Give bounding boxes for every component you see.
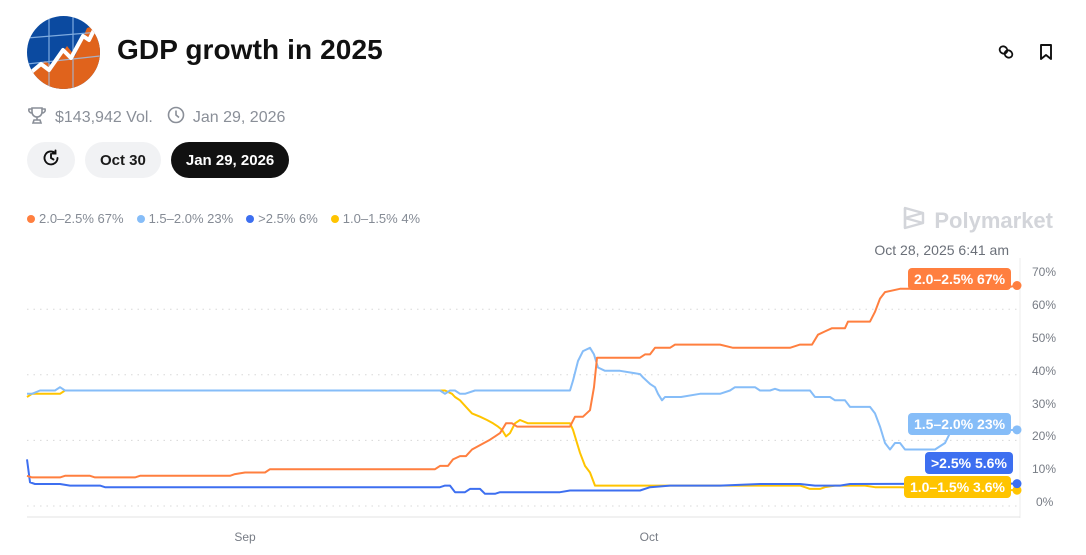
link-icon[interactable]	[996, 42, 1016, 62]
legend-item-1.5-2.0: 1.5–2.0% 23%	[136, 211, 233, 226]
history-clock-icon	[42, 149, 60, 171]
polymarket-brand: Polymarket	[902, 205, 1053, 237]
trophy-icon	[27, 106, 47, 129]
hover-timestamp: Oct 28, 2025 6:41 am	[874, 242, 1009, 258]
bookmark-icon[interactable]	[1036, 42, 1056, 62]
market-meta: $143,942 Vol. Jan 29, 2026	[27, 106, 299, 129]
series-end-dot	[1012, 485, 1022, 495]
series-line-2.0-2.5-	[26, 284, 1018, 479]
history-button[interactable]	[27, 142, 75, 178]
market-logo	[27, 16, 100, 89]
legend-item-2.0-2.5: 2.0–2.5% 67%	[27, 211, 124, 226]
page-title: GDP growth in 2025	[117, 34, 383, 65]
series-end-dot	[1012, 425, 1022, 435]
series-end-dot	[1012, 281, 1022, 291]
clock-icon	[167, 106, 185, 129]
end-date-text: Jan 29, 2026	[192, 108, 286, 126]
series-end-dot	[1012, 479, 1022, 489]
series-line--2.5-	[26, 459, 1018, 495]
date-pill-oct-30[interactable]: Oct 30	[85, 142, 161, 178]
series-line-1.0-1.5-	[26, 389, 1018, 492]
date-pill-jan-29-2026[interactable]: Jan 29, 2026	[170, 142, 290, 178]
chart-legend: 2.0–2.5% 67% 1.5–2.0% 23% >2.5% 6% 1.0–1…	[27, 211, 420, 226]
polymarket-logo-icon	[902, 205, 926, 237]
series-line-1.5-2.0-	[27, 346, 1018, 451]
legend-item-1.0-1.5: 1.0–1.5% 4%	[330, 211, 420, 226]
legend-item-over-2.5: >2.5% 6%	[246, 211, 318, 226]
volume-text: $143,942 Vol.	[55, 108, 153, 126]
